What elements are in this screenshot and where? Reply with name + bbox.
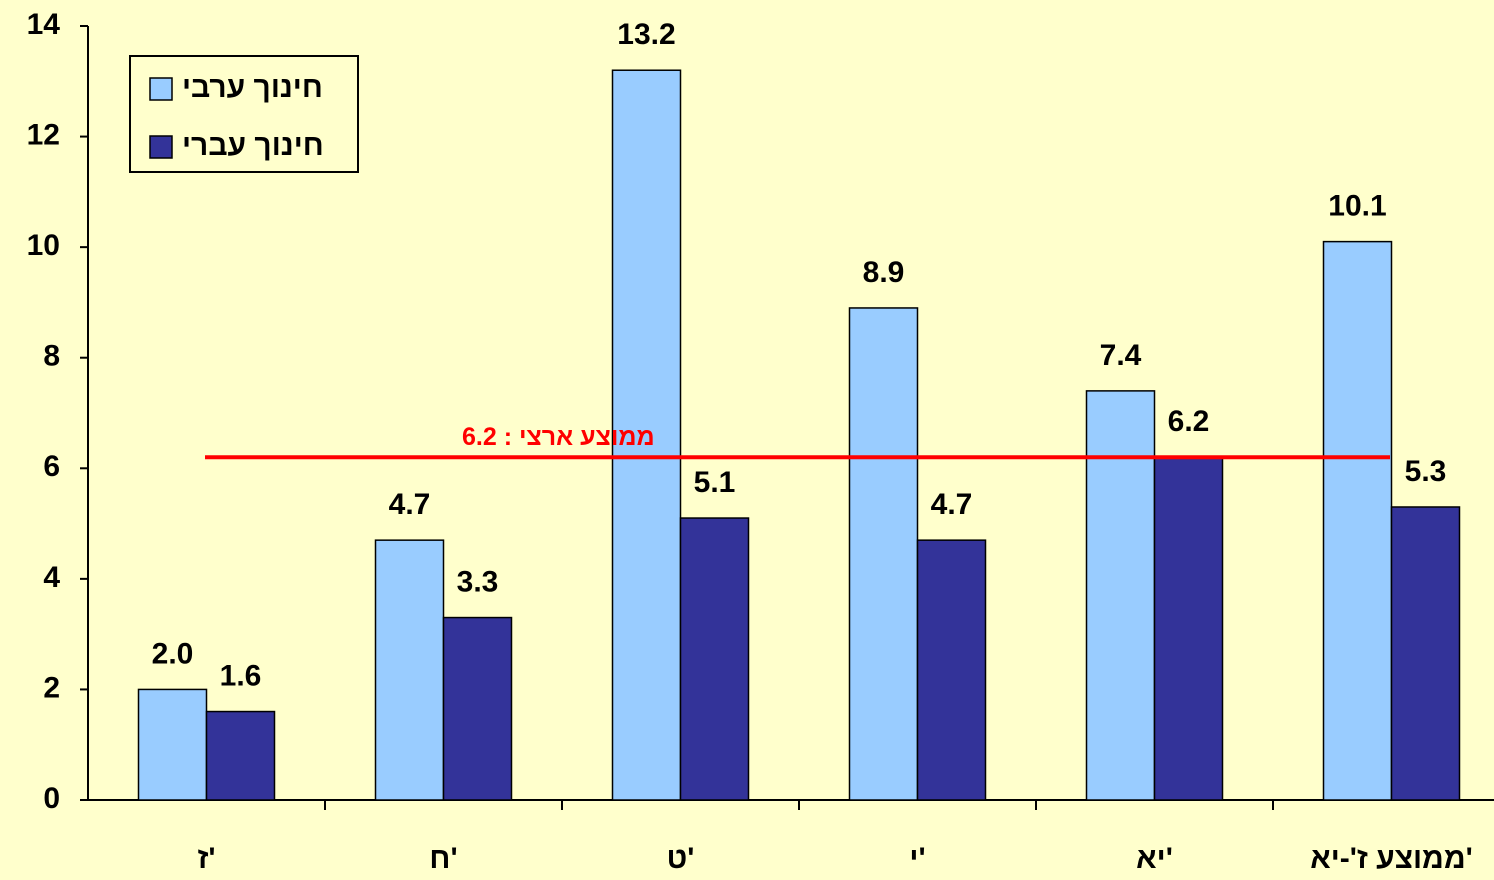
y-tick-label: 0 [43,782,60,815]
bar [374,539,445,801]
y-tick-label: 2 [43,671,60,704]
data-label: 1.6 [220,659,262,692]
bar [1153,456,1224,801]
bar [679,517,750,801]
legend-swatch [149,135,173,159]
data-label: 3.3 [457,565,499,598]
y-tick-label: 10 [27,229,60,262]
data-label: 5.3 [1405,455,1447,488]
data-label: 7.4 [1100,339,1142,372]
y-tick-label: 12 [27,118,60,151]
x-tick-label: ח' [429,842,457,875]
data-label: 2.0 [152,637,194,670]
bar [916,539,987,801]
bar [1322,240,1393,801]
legend-label: חינוך עברי [182,129,324,162]
bar [611,69,682,801]
bar [848,307,919,801]
x-tick-label: יא' [1136,842,1173,875]
data-label: 4.7 [931,488,973,521]
x-tick-label: י' [909,842,925,875]
bar [205,710,276,801]
data-label: 13.2 [617,18,675,51]
reference-label: ממוצע ארצי : 6.2 [462,423,655,451]
data-label: 10.1 [1328,190,1386,223]
bar [137,688,208,801]
data-label: 8.9 [863,256,905,289]
data-label: 6.2 [1168,405,1210,438]
y-tick-label: 8 [43,340,60,373]
data-label: 4.7 [389,488,431,521]
x-tick-label: ממוצע ז'-יא' [1310,842,1473,875]
legend-label: חינוך ערבי [182,71,323,104]
y-tick-label: 6 [43,450,60,483]
y-tick-label: 4 [43,561,60,594]
x-tick-label: ז' [197,842,215,875]
data-label: 5.1 [694,466,736,499]
bar [442,616,513,801]
bar [1390,506,1461,801]
y-tick-label: 14 [27,8,61,41]
bar [1085,390,1156,801]
x-tick-label: ט' [667,842,695,875]
legend-swatch [149,77,173,101]
